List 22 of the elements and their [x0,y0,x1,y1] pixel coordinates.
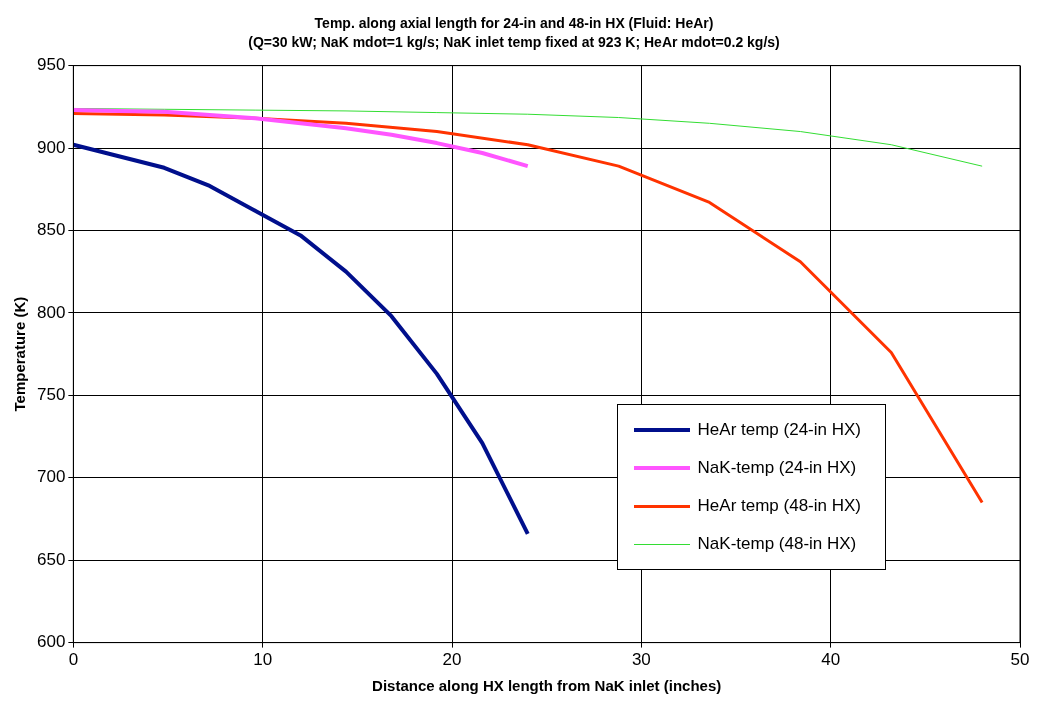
x-axis-title: Distance along HX length from NaK inlet (inches) [372,677,722,695]
x-tick-label: 10 [253,650,273,670]
x-tick-label: 0 [68,650,79,670]
y-tick-label: 750 [36,385,66,404]
y-tick-label: 850 [36,220,66,240]
x-tick-label: 20 [442,650,462,670]
y-axis-title: Temperature (K) [11,296,29,412]
legend-label: HeAr temp (24-in HX) [697,420,861,440]
y-tick-label: 700 [36,467,66,487]
legend-label: NaK-temp (24-in HX) [697,458,857,478]
y-tick-label: 600 [36,632,66,652]
x-tick-label: 40 [821,650,841,670]
legend-label: HeAr temp (48-in HX) [697,496,861,516]
y-tick-label: 800 [36,302,66,322]
chart-title: Temp. along axial length for 24-in and 48-in HX (Fluid: HeAr) [314,15,714,32]
y-tick-label: 650 [36,549,66,569]
x-tick-label: 30 [631,650,651,670]
x-tick-label: 50 [1010,650,1030,670]
legend-label: NaK-temp (48-in HX) [697,534,857,554]
y-tick-label: 900 [36,137,66,157]
y-tick-label: 950 [36,55,66,75]
chart-subtitle: (Q=30 kW; NaK mdot=1 kg/s; NaK inlet temp fixed at 923 K; HeAr mdot=0.2 kg/s) [248,34,780,51]
